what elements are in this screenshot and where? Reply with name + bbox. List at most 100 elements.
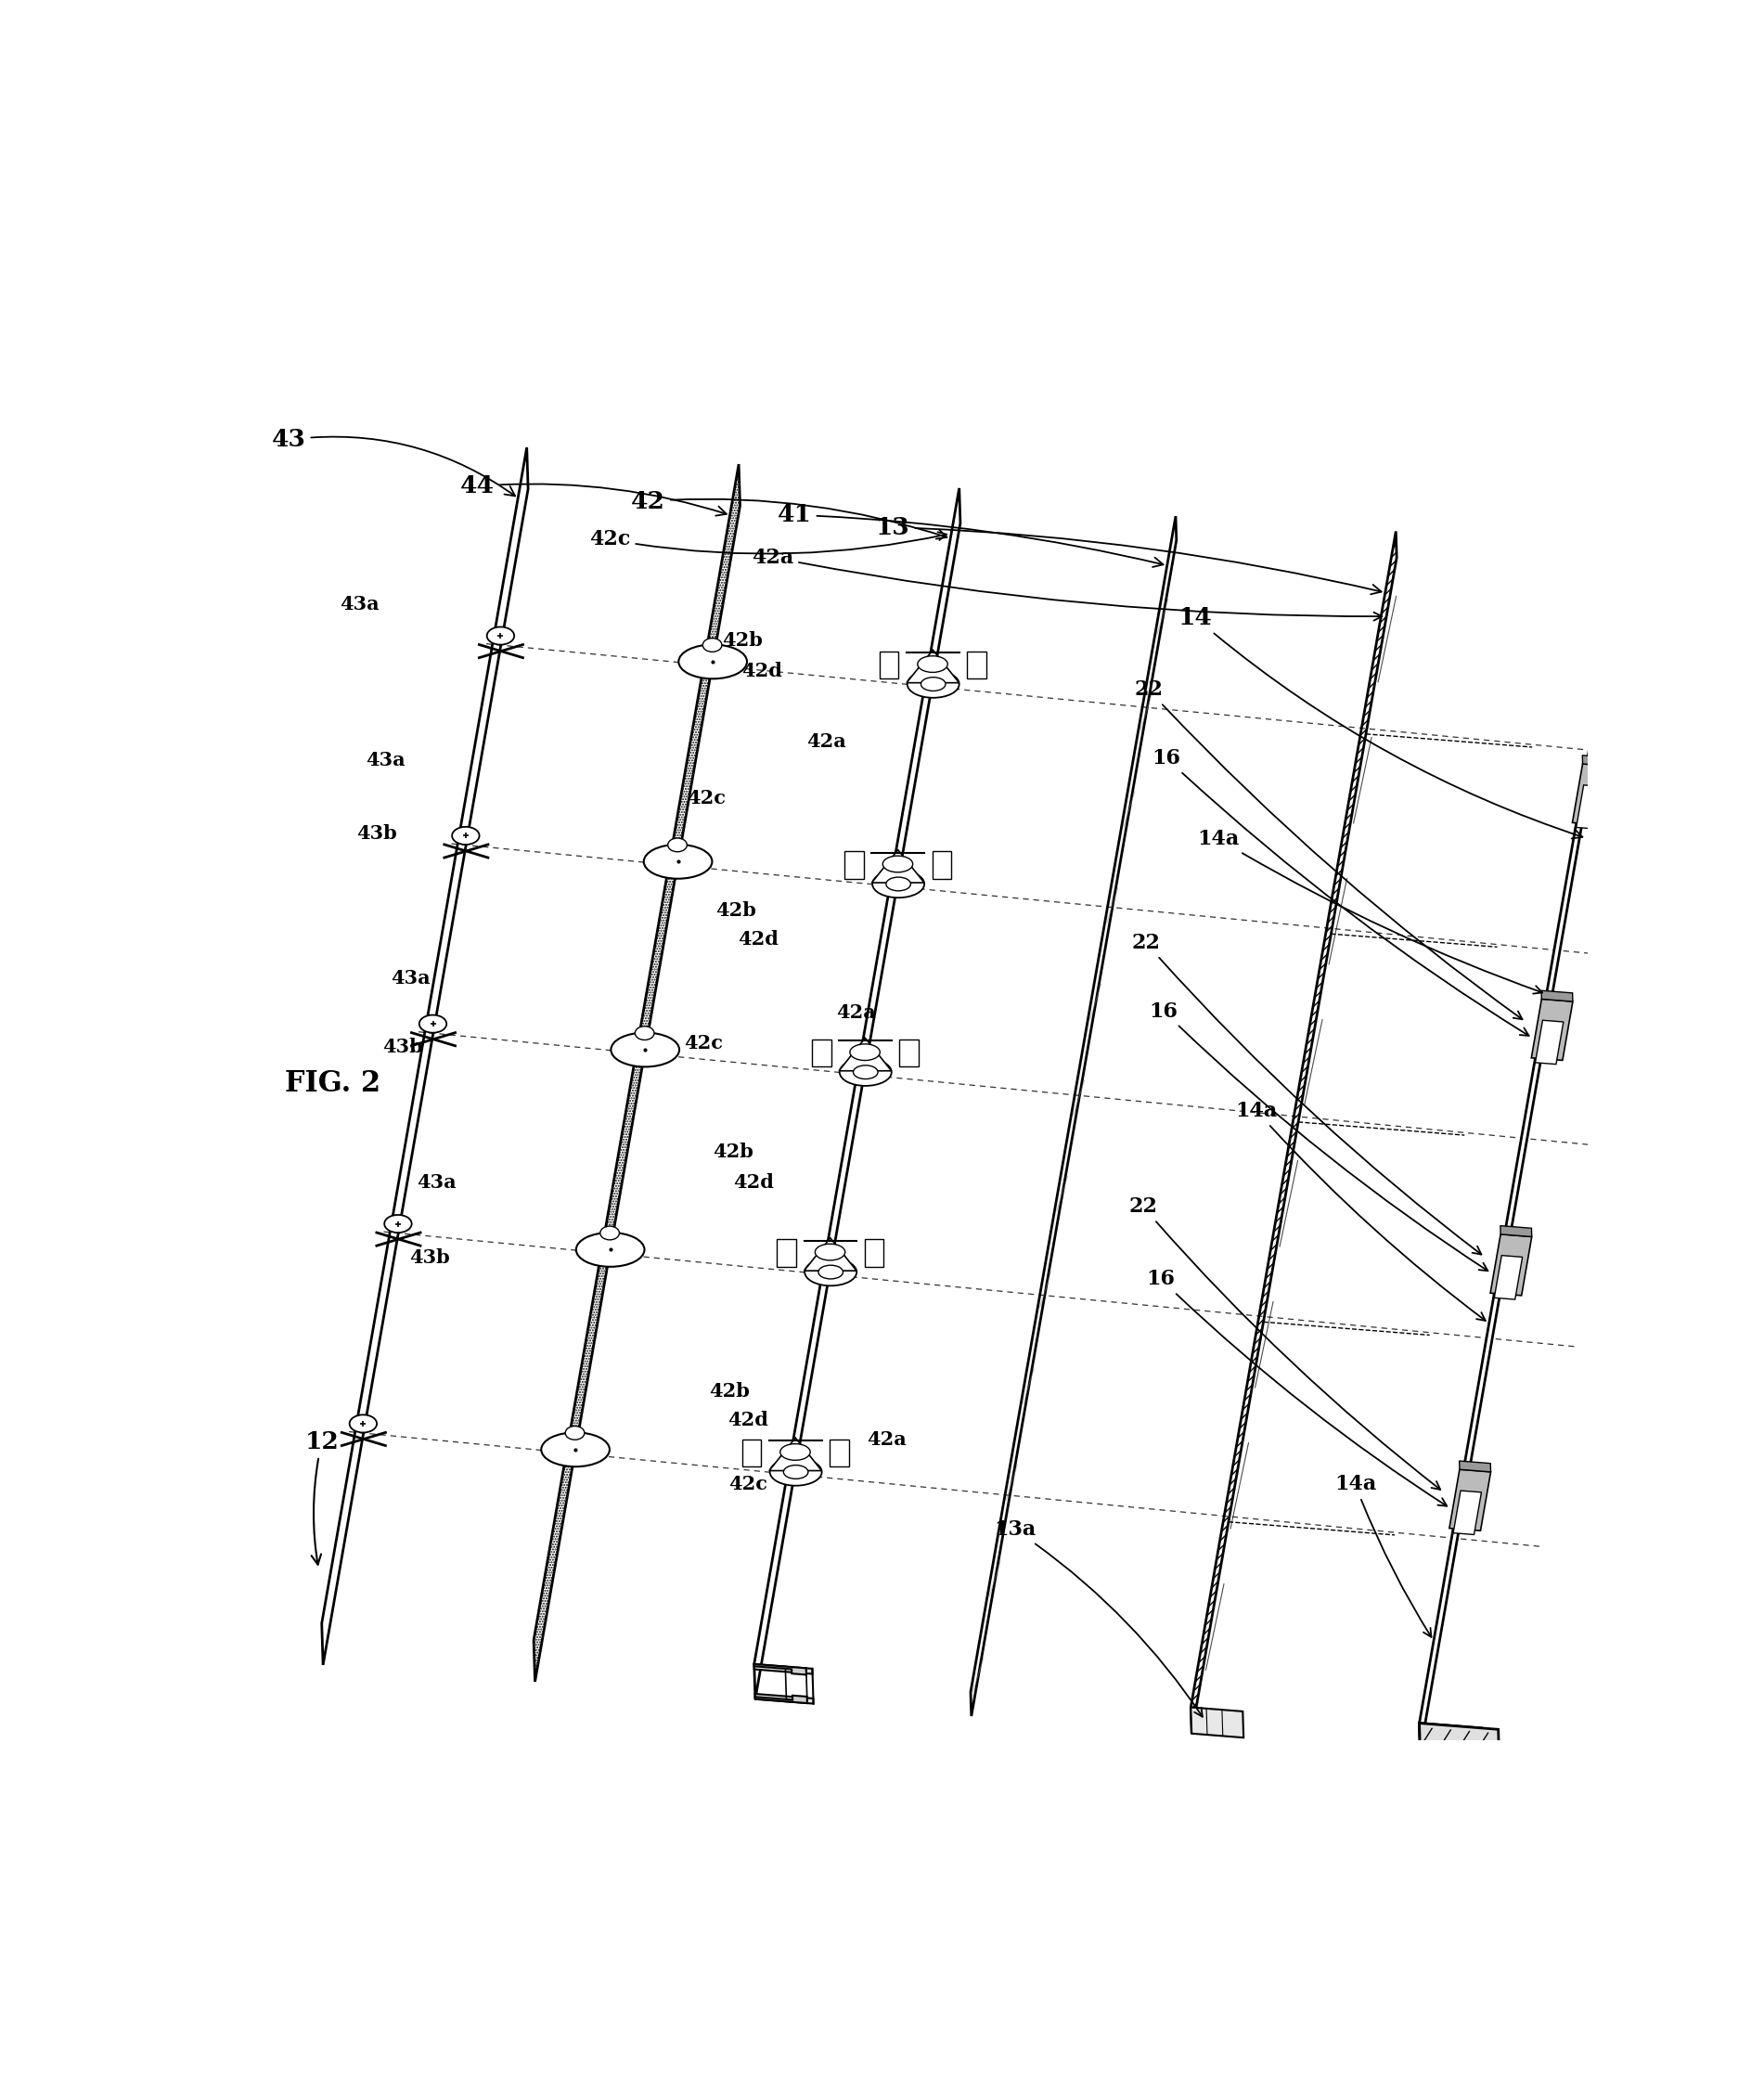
Ellipse shape (702, 638, 721, 653)
Text: 42a: 42a (751, 548, 1381, 621)
Text: 13a: 13a (993, 1519, 1203, 1718)
Ellipse shape (669, 839, 686, 851)
Ellipse shape (882, 856, 912, 872)
Text: 43a: 43a (392, 969, 430, 987)
Ellipse shape (420, 1015, 446, 1033)
Polygon shape (1420, 548, 1625, 1751)
Polygon shape (1582, 755, 1614, 766)
Polygon shape (1535, 1021, 1563, 1065)
Text: 22: 22 (1129, 1197, 1441, 1490)
Polygon shape (1501, 1226, 1531, 1236)
Text: 14a: 14a (1198, 828, 1542, 994)
Polygon shape (1420, 1724, 1482, 1757)
Polygon shape (900, 1040, 919, 1067)
Text: 42c: 42c (589, 529, 947, 554)
Polygon shape (1191, 1707, 1244, 1738)
Ellipse shape (886, 877, 910, 891)
Ellipse shape (577, 1232, 644, 1268)
Ellipse shape (873, 870, 924, 897)
Text: 42a: 42a (866, 1431, 907, 1448)
Polygon shape (967, 651, 986, 678)
Polygon shape (769, 1437, 822, 1471)
Ellipse shape (815, 1245, 845, 1259)
Polygon shape (871, 849, 924, 883)
Text: 14a: 14a (1237, 1100, 1485, 1320)
Ellipse shape (921, 678, 946, 690)
Ellipse shape (850, 1044, 880, 1061)
Polygon shape (755, 1663, 813, 1674)
Polygon shape (931, 851, 951, 879)
Text: 16: 16 (1152, 749, 1529, 1036)
Ellipse shape (769, 1458, 822, 1485)
Text: 16: 16 (1147, 1270, 1446, 1506)
Text: 42b: 42b (709, 1383, 750, 1402)
Polygon shape (1450, 1469, 1491, 1531)
Text: 41: 41 (778, 504, 1162, 567)
Polygon shape (970, 517, 1177, 1715)
Polygon shape (1454, 1492, 1482, 1536)
Text: 43: 43 (272, 429, 515, 496)
Text: 42c: 42c (729, 1475, 767, 1494)
Text: 42c: 42c (684, 1033, 723, 1052)
Polygon shape (1625, 548, 1704, 582)
Text: 42d: 42d (734, 1174, 774, 1192)
Text: FIG. 2: FIG. 2 (284, 1069, 381, 1098)
Ellipse shape (907, 669, 960, 699)
Ellipse shape (818, 1266, 843, 1278)
Text: 14a: 14a (1334, 1475, 1431, 1638)
Ellipse shape (804, 1259, 857, 1287)
Text: 43a: 43a (367, 751, 406, 770)
Text: 42d: 42d (737, 929, 778, 948)
Polygon shape (755, 1695, 808, 1703)
Ellipse shape (542, 1433, 610, 1466)
Ellipse shape (917, 657, 947, 672)
Text: 43b: 43b (383, 1038, 423, 1056)
Polygon shape (845, 851, 864, 879)
Text: 14: 14 (1178, 607, 1582, 839)
Polygon shape (755, 1695, 813, 1703)
Ellipse shape (840, 1059, 891, 1086)
Text: 43b: 43b (409, 1249, 450, 1268)
Text: 12: 12 (305, 1431, 339, 1565)
Polygon shape (1625, 548, 1699, 582)
Ellipse shape (644, 845, 713, 879)
Polygon shape (907, 651, 960, 682)
Text: 42b: 42b (713, 1142, 753, 1161)
Text: 42b: 42b (716, 902, 757, 918)
Ellipse shape (600, 1226, 619, 1241)
Polygon shape (1494, 1255, 1522, 1299)
Text: 44: 44 (460, 475, 727, 517)
Text: 42: 42 (632, 490, 947, 540)
Ellipse shape (679, 644, 746, 678)
Text: 42d: 42d (729, 1410, 769, 1429)
Polygon shape (1625, 548, 1688, 582)
Ellipse shape (385, 1215, 411, 1232)
Polygon shape (864, 1238, 884, 1266)
Ellipse shape (452, 826, 480, 845)
Polygon shape (1191, 531, 1397, 1734)
Ellipse shape (783, 1464, 808, 1479)
Text: 13: 13 (877, 517, 1381, 594)
Text: 42a: 42a (806, 732, 847, 751)
Ellipse shape (610, 1033, 679, 1067)
Ellipse shape (564, 1427, 584, 1439)
Polygon shape (321, 448, 527, 1665)
Text: 16: 16 (1150, 1002, 1487, 1270)
Polygon shape (829, 1439, 848, 1466)
Ellipse shape (854, 1065, 878, 1079)
Polygon shape (811, 1040, 831, 1067)
Polygon shape (534, 464, 741, 1682)
Polygon shape (743, 1439, 762, 1466)
Ellipse shape (635, 1027, 654, 1040)
Polygon shape (840, 1038, 891, 1071)
Text: 42d: 42d (741, 661, 781, 680)
Text: 22: 22 (1134, 680, 1522, 1019)
Ellipse shape (349, 1414, 377, 1433)
Polygon shape (755, 1663, 806, 1676)
Polygon shape (1572, 764, 1614, 824)
Polygon shape (1531, 1000, 1573, 1061)
Text: 43b: 43b (356, 824, 397, 843)
Text: 42b: 42b (723, 632, 764, 651)
Text: 43a: 43a (340, 594, 379, 613)
Text: 22: 22 (1132, 933, 1482, 1255)
